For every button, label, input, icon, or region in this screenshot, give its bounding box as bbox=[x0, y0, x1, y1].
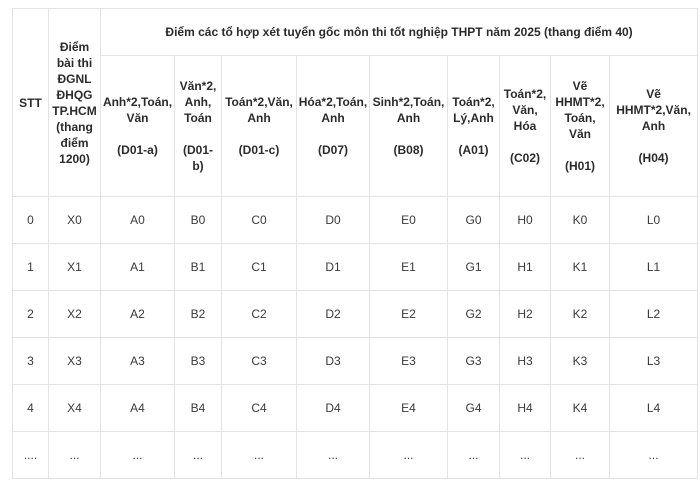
combo-score-cell: C4 bbox=[221, 384, 297, 432]
combo-score-cell: ... bbox=[369, 431, 448, 479]
table-row: 3 X3 A3 B3 C3 D3 E3 G3 H3 K3 L3 bbox=[12, 337, 699, 385]
combo-score-cell: ... bbox=[550, 431, 610, 479]
combo-score-cell: D4 bbox=[296, 384, 370, 432]
combo-score-cell: E0 bbox=[369, 196, 448, 244]
combo-header-d01b: Văn*2, Anh, Toán (D01- b) bbox=[174, 55, 222, 197]
combo-score-cell: G3 bbox=[447, 337, 500, 385]
combo-score-cell: L2 bbox=[608, 290, 699, 338]
combo-score-cell: K4 bbox=[550, 384, 610, 432]
stt-cell: 1 bbox=[12, 243, 49, 291]
stt-cell: .... bbox=[12, 431, 49, 479]
combo-header-d01c: Toán*2,Văn, Anh (D01-c) bbox=[221, 55, 297, 197]
combo-header-a01: Toán*2, Lý,Anh (A01) bbox=[447, 55, 500, 197]
exam-score-cell: ... bbox=[48, 431, 101, 479]
combo-score-cell: D0 bbox=[296, 196, 370, 244]
combo-header-h04: Vẽ HHMT*2,Văn, Anh (H04) bbox=[608, 55, 699, 197]
stt-cell: 4 bbox=[12, 384, 49, 432]
combo-score-cell: H0 bbox=[499, 196, 551, 244]
table-body: 0 X0 A0 B0 C0 D0 E0 G0 H0 K0 L0 1 X1 A1 B1 C1 D1 E1 G1 H1 K1… bbox=[12, 196, 699, 479]
combo-score-cell: C1 bbox=[221, 243, 297, 291]
combo-score-cell: B1 bbox=[174, 243, 222, 291]
combo-score-cell: L0 bbox=[608, 196, 699, 244]
combo-score-cell: E4 bbox=[369, 384, 448, 432]
stt-header: STT bbox=[12, 8, 49, 197]
stt-cell: 3 bbox=[12, 337, 49, 385]
combo-score-cell: D2 bbox=[296, 290, 370, 338]
combo-score-cell: ... bbox=[296, 431, 370, 479]
combo-score-cell: H4 bbox=[499, 384, 551, 432]
combo-score-cell: ... bbox=[221, 431, 297, 479]
combo-score-cell: C0 bbox=[221, 196, 297, 244]
combo-score-cell: D1 bbox=[296, 243, 370, 291]
combo-score-cell: B2 bbox=[174, 290, 222, 338]
combo-score-cell: ... bbox=[608, 431, 699, 479]
combo-score-cell: K2 bbox=[550, 290, 610, 338]
exam-score-cell: X1 bbox=[48, 243, 101, 291]
combo-group-header: Điểm các tổ hợp xét tuyển gốc môn thi tố… bbox=[99, 8, 699, 56]
combo-score-cell: ... bbox=[447, 431, 500, 479]
combo-score-cell: C2 bbox=[221, 290, 297, 338]
table-row: 2 X2 A2 B2 C2 D2 E2 G2 H2 K2 L2 bbox=[12, 290, 699, 338]
combo-header-d01a: Anh*2,Toán, Văn (D01-a) bbox=[100, 55, 175, 197]
combo-score-cell: H1 bbox=[499, 243, 551, 291]
exam-score-cell: X3 bbox=[48, 337, 101, 385]
combo-header-b08: Sinh*2,Toán, Anh (B08) bbox=[369, 55, 448, 197]
combo-score-cell: G1 bbox=[447, 243, 500, 291]
combo-score-cell: G4 bbox=[447, 384, 500, 432]
combo-score-cell: A0 bbox=[100, 196, 175, 244]
exam-score-cell: X0 bbox=[48, 196, 101, 244]
combo-score-cell: K3 bbox=[550, 337, 610, 385]
combo-score-cell: B0 bbox=[174, 196, 222, 244]
combo-header-h01: Vẽ HHMT*2, Toán, Văn (H01) bbox=[550, 55, 610, 197]
combo-score-cell: L4 bbox=[608, 384, 699, 432]
combo-score-cell: E3 bbox=[369, 337, 448, 385]
combo-score-cell: ... bbox=[499, 431, 551, 479]
combo-score-cell: A3 bbox=[100, 337, 175, 385]
combo-score-cell: B4 bbox=[174, 384, 222, 432]
table-row: 4 X4 A4 B4 C4 D4 E4 G4 H4 K4 L4 bbox=[12, 384, 699, 432]
exam-score-header: Điểm bài thi ĐGNL ĐHQG TP.HCM (thang điể… bbox=[48, 8, 101, 197]
score-conversion-table: STT Điểm bài thi ĐGNL ĐHQG TP.HCM (thang… bbox=[12, 8, 699, 479]
combo-score-cell: D3 bbox=[296, 337, 370, 385]
combo-score-cell: B3 bbox=[174, 337, 222, 385]
stt-cell: 0 bbox=[12, 196, 49, 244]
table-row: .................................. bbox=[12, 431, 699, 479]
combo-score-cell: L1 bbox=[608, 243, 699, 291]
combo-score-cell: G0 bbox=[447, 196, 500, 244]
table-row: 0 X0 A0 B0 C0 D0 E0 G0 H0 K0 L0 bbox=[12, 196, 699, 244]
combo-header-d07: Hóa*2,Toán, Anh (D07) bbox=[296, 55, 370, 197]
combo-score-cell: H2 bbox=[499, 290, 551, 338]
combo-header-c02: Toán*2, Văn, Hóa (C02) bbox=[499, 55, 551, 197]
stt-cell: 2 bbox=[12, 290, 49, 338]
combo-score-cell: C3 bbox=[221, 337, 297, 385]
combo-score-cell: A1 bbox=[100, 243, 175, 291]
combo-score-cell: K1 bbox=[550, 243, 610, 291]
table-row: 1 X1 A1 B1 C1 D1 E1 G1 H1 K1 L1 bbox=[12, 243, 699, 291]
exam-score-cell: X4 bbox=[48, 384, 101, 432]
combo-score-cell: ... bbox=[174, 431, 222, 479]
combo-score-cell: A4 bbox=[100, 384, 175, 432]
exam-score-cell: X2 bbox=[48, 290, 101, 338]
combo-score-cell: E2 bbox=[369, 290, 448, 338]
combo-score-cell: H3 bbox=[499, 337, 551, 385]
combo-score-cell: L3 bbox=[608, 337, 699, 385]
combo-score-cell: E1 bbox=[369, 243, 448, 291]
combo-score-cell: ... bbox=[100, 431, 175, 479]
combo-score-cell: G2 bbox=[447, 290, 500, 338]
combo-score-cell: A2 bbox=[100, 290, 175, 338]
combo-score-cell: K0 bbox=[550, 196, 610, 244]
